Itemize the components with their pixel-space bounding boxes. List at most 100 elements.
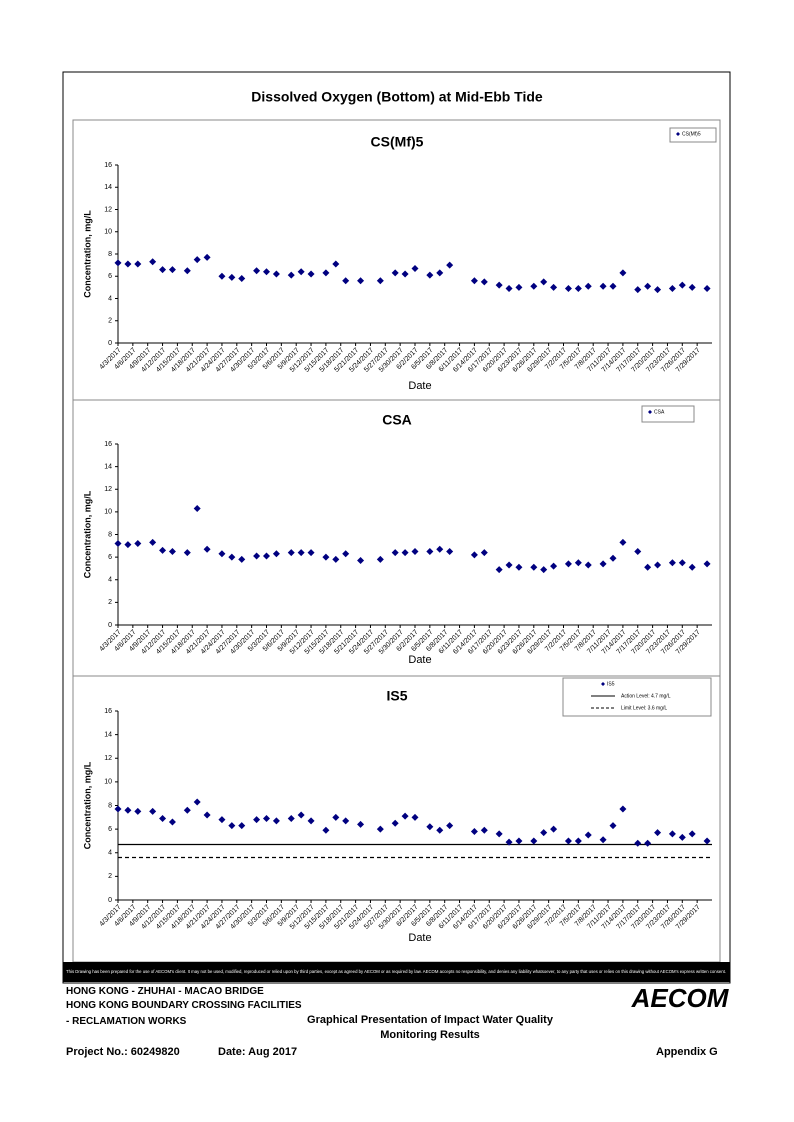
data-point [193, 256, 201, 264]
data-point [564, 837, 572, 845]
y-tick-label: 6 [108, 273, 112, 280]
y-tick-label: 2 [108, 318, 112, 325]
data-point [678, 281, 686, 289]
data-point [287, 271, 295, 279]
legend-label: CSA [654, 409, 665, 415]
y-tick-label: 0 [108, 622, 112, 629]
data-point [159, 546, 167, 554]
data-point [515, 283, 523, 291]
y-tick-label: 8 [108, 251, 112, 258]
y-axis-label: Concentration, mg/L [82, 761, 92, 849]
y-tick-label: 4 [108, 850, 112, 857]
y-axis-label: Concentration, mg/L [82, 210, 92, 298]
data-point [183, 549, 191, 557]
data-point [505, 284, 513, 292]
data-point [599, 836, 607, 844]
data-point [357, 820, 365, 828]
data-point [391, 819, 399, 827]
data-point [619, 805, 627, 813]
data-point [263, 552, 270, 560]
data-point [218, 550, 226, 558]
data-point [263, 268, 270, 276]
data-point [515, 837, 523, 845]
data-point [411, 547, 419, 555]
data-point [307, 270, 315, 278]
data-point [540, 829, 548, 837]
data-point [168, 266, 176, 274]
y-tick-label: 14 [104, 731, 112, 738]
data-point [401, 270, 409, 278]
data-point [480, 278, 488, 286]
data-point [480, 826, 488, 834]
data-point [426, 547, 434, 555]
data-point [654, 829, 662, 837]
data-point [584, 561, 592, 569]
legend-marker [601, 682, 605, 686]
y-tick-label: 16 [104, 708, 112, 715]
data-point [391, 549, 399, 557]
data-point [574, 284, 582, 292]
data-point [307, 549, 315, 557]
y-tick-label: 2 [108, 873, 112, 880]
data-point [668, 284, 676, 292]
y-tick-label: 14 [104, 184, 112, 191]
legend-box [641, 405, 695, 423]
data-point [332, 813, 340, 821]
data-point [505, 561, 513, 569]
data-point [550, 283, 558, 291]
y-tick-label: 4 [108, 577, 112, 584]
project-line: - RECLAMATION WORKS [66, 1016, 187, 1027]
data-point [342, 817, 350, 825]
data-point [668, 559, 676, 567]
data-point [550, 825, 558, 833]
y-tick-label: 6 [108, 826, 112, 833]
legend-label: Limit Level: 3.6 mg/L [621, 705, 667, 711]
data-point [203, 253, 211, 261]
data-point [322, 553, 330, 561]
data-point [644, 839, 652, 847]
data-point [505, 838, 513, 846]
data-point [495, 566, 503, 574]
data-point [203, 811, 211, 819]
data-point [619, 538, 627, 546]
data-point [446, 822, 454, 830]
data-point [218, 272, 226, 280]
data-point [634, 286, 642, 294]
data-point [149, 807, 157, 815]
data-point [609, 554, 617, 562]
data-point [228, 273, 236, 281]
date: Date: Aug 2017 [218, 1046, 298, 1058]
data-point [609, 822, 617, 830]
legend-box [562, 677, 712, 717]
data-point [634, 547, 642, 555]
data-point [253, 552, 261, 560]
data-point [495, 281, 503, 289]
data-point [391, 269, 399, 277]
y-tick-label: 12 [104, 486, 112, 493]
data-point [159, 266, 167, 274]
disclaimer-band [63, 962, 730, 982]
chart-title: CS(Mf)5 [371, 134, 424, 150]
project-no: Project No.: 60249820 [66, 1046, 180, 1058]
x-axis-label: Date [408, 654, 431, 666]
data-point [124, 806, 132, 814]
data-point [114, 540, 122, 548]
data-point [574, 837, 582, 845]
data-point [203, 545, 211, 553]
data-point [436, 269, 444, 277]
data-point [376, 825, 384, 833]
data-point [668, 830, 676, 838]
data-point [159, 814, 167, 822]
data-point [218, 816, 226, 824]
data-point [272, 270, 280, 278]
legend-label: CS(Mf)5 [682, 131, 701, 137]
data-point [263, 814, 270, 822]
data-point [357, 277, 365, 285]
data-point [540, 278, 548, 286]
data-point [599, 282, 607, 290]
data-point [297, 811, 305, 819]
data-point [540, 566, 548, 574]
data-point [238, 555, 246, 563]
data-point [703, 284, 711, 292]
